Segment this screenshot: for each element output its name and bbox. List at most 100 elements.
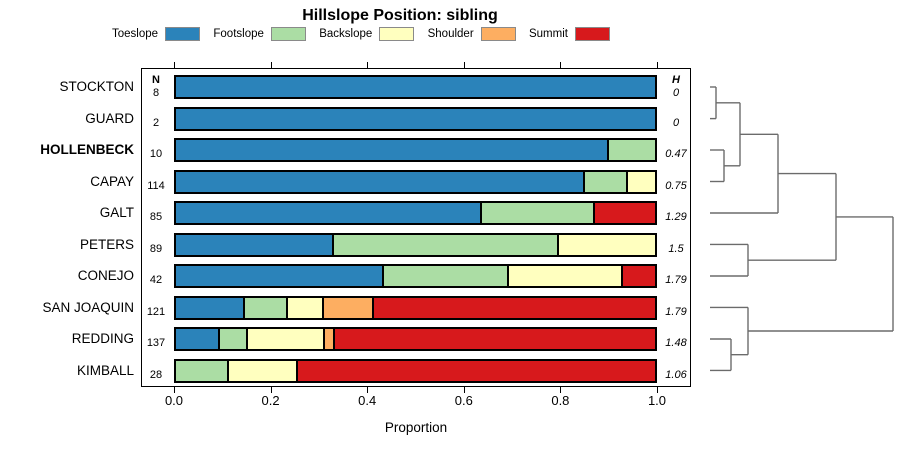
n-column-value: 28 bbox=[149, 368, 163, 381]
bar-row bbox=[174, 169, 657, 194]
bar-row bbox=[174, 106, 657, 131]
plot-panel bbox=[141, 68, 691, 387]
bar-row bbox=[174, 264, 657, 288]
x-axis-tick-top bbox=[463, 62, 465, 68]
legend-label: Backslope bbox=[319, 28, 373, 40]
legend-swatch bbox=[165, 27, 201, 41]
bar-segment bbox=[176, 297, 244, 318]
bar-segment bbox=[176, 203, 481, 223]
bar-row bbox=[174, 295, 657, 320]
x-axis-tick-label: 0.4 bbox=[358, 393, 377, 408]
bar-segment bbox=[480, 203, 593, 223]
row-label: KIMBALL bbox=[76, 362, 134, 378]
n-column-value: 10 bbox=[149, 148, 163, 160]
bar-row bbox=[174, 327, 657, 351]
h-column-value: 1.79 bbox=[665, 305, 687, 318]
n-column-value: 137 bbox=[146, 337, 166, 349]
bar-segment bbox=[556, 234, 655, 255]
x-axis-tick-label: 0.6 bbox=[454, 393, 473, 408]
legend-label: Summit bbox=[528, 28, 568, 40]
h-column-value: 0.75 bbox=[665, 179, 687, 192]
legend-label: Toeslope bbox=[112, 28, 159, 40]
bar-segment bbox=[243, 297, 287, 318]
bar-segment bbox=[176, 77, 655, 97]
x-axis-tick-bottom bbox=[463, 387, 465, 393]
x-axis-tick-top bbox=[174, 62, 175, 68]
h-column-value: 0 bbox=[672, 116, 680, 129]
bar-segment bbox=[322, 297, 373, 318]
x-axis-tick-top bbox=[657, 62, 658, 68]
bar-segment bbox=[592, 203, 655, 223]
legend: Toeslope Footslope Backslope Shoulder Summit bbox=[112, 26, 610, 42]
bar-row bbox=[174, 138, 657, 162]
bar-segment bbox=[176, 140, 608, 160]
bar-row bbox=[174, 75, 657, 99]
row-label: PETERS bbox=[79, 236, 134, 252]
legend-swatch bbox=[480, 27, 516, 41]
bar-segment bbox=[331, 234, 557, 255]
x-axis-tick-label: 0.2 bbox=[261, 393, 280, 408]
chart-title: Hillslope Position: sibling bbox=[302, 7, 498, 24]
row-label: CONEJO bbox=[77, 268, 134, 283]
n-column-value: 114 bbox=[147, 179, 165, 192]
bar-row bbox=[174, 201, 657, 225]
bar-segment bbox=[176, 171, 584, 192]
x-axis-tick-top bbox=[270, 62, 272, 68]
h-column-value: 1.06 bbox=[665, 368, 687, 381]
x-axis-tick-bottom bbox=[560, 387, 562, 393]
n-column-value: 2 bbox=[152, 116, 160, 129]
x-axis-tick-top bbox=[367, 62, 369, 68]
bar-segment bbox=[245, 329, 324, 349]
legend-label: Footslope bbox=[213, 28, 264, 40]
legend-swatch bbox=[270, 27, 306, 41]
bar-segment bbox=[295, 360, 655, 381]
legend-item: Backslope bbox=[319, 27, 415, 41]
n-column-value: 85 bbox=[149, 211, 163, 223]
h-column-value: 1.48 bbox=[665, 337, 687, 349]
x-axis-tick-label: 0.0 bbox=[164, 393, 184, 408]
bar-segment bbox=[176, 234, 332, 255]
row-label: GUARD bbox=[85, 110, 134, 126]
row-label: GALT bbox=[99, 205, 134, 220]
bar-segment bbox=[176, 360, 228, 381]
legend-swatch bbox=[379, 27, 415, 41]
bar-segment bbox=[176, 266, 382, 286]
bar-segment bbox=[333, 329, 655, 349]
row-label: HOLLENBECK bbox=[40, 142, 134, 157]
bar-row bbox=[174, 232, 657, 257]
bar-segment bbox=[626, 171, 655, 192]
n-column-header: N bbox=[152, 74, 160, 86]
n-column-value: 89 bbox=[149, 242, 163, 255]
bar-segment bbox=[176, 329, 219, 349]
bar-segment bbox=[381, 266, 507, 286]
x-axis-tick-bottom bbox=[367, 387, 369, 393]
legend-swatch bbox=[574, 27, 610, 41]
row-label: REDDING bbox=[71, 331, 134, 346]
bar-segment bbox=[607, 140, 655, 160]
bar-segment bbox=[506, 266, 622, 286]
legend-label: Shoulder bbox=[427, 28, 474, 40]
x-axis-label: Proportion bbox=[384, 420, 448, 435]
h-column-value: 0.47 bbox=[665, 148, 687, 160]
x-axis-tick-label: 1.0 bbox=[647, 393, 667, 408]
h-column-value: 1.29 bbox=[665, 211, 687, 223]
h-column-value: 1.5 bbox=[668, 242, 684, 255]
bar-segment bbox=[227, 360, 296, 381]
x-axis-tick-bottom bbox=[657, 387, 658, 393]
bar-segment bbox=[286, 297, 323, 318]
bar-segment bbox=[218, 329, 246, 349]
n-column-value: 42 bbox=[149, 274, 163, 286]
bar-row bbox=[174, 358, 657, 383]
bar-segment bbox=[176, 108, 655, 129]
n-column-value: 8 bbox=[152, 87, 160, 99]
bar-segment bbox=[621, 266, 655, 286]
row-label: STOCKTON bbox=[59, 79, 134, 94]
row-label: CAPAY bbox=[90, 173, 134, 189]
h-column-header: H bbox=[672, 74, 680, 86]
n-column-value: 121 bbox=[146, 305, 166, 318]
row-label: SAN JOAQUIN bbox=[42, 299, 134, 315]
bar-segment bbox=[323, 329, 334, 349]
legend-item: Summit bbox=[529, 27, 610, 41]
legend-item: Shoulder bbox=[428, 27, 516, 41]
